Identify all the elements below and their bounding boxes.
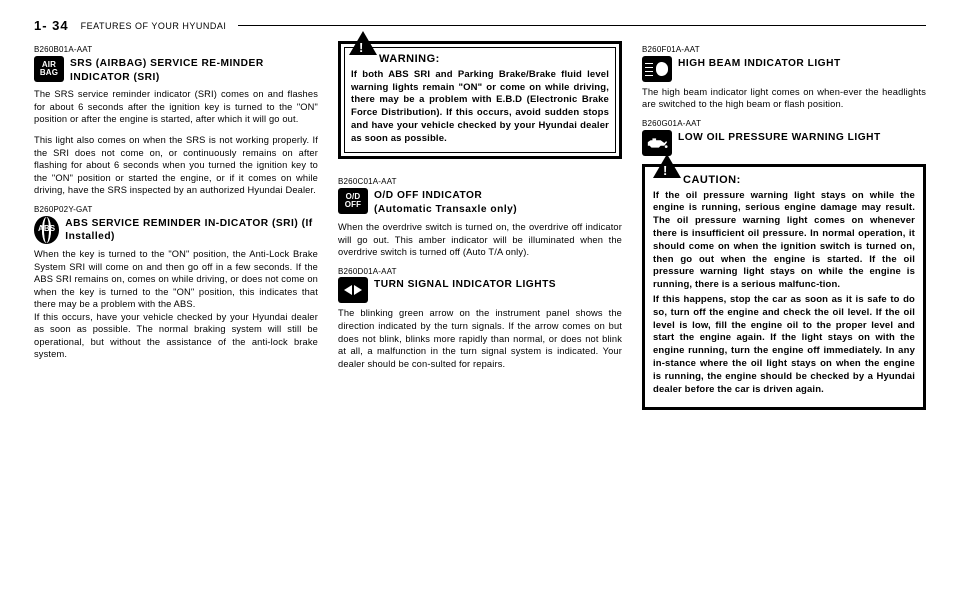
heading-text: TURN SIGNAL INDICATOR LIGHTS <box>374 277 556 292</box>
heading-abs: ABS ABS SERVICE REMINDER IN-DICATOR (SRI… <box>34 216 318 245</box>
caution-body: If the oil pressure warning light stays … <box>653 190 915 293</box>
content-columns: B260B01A-AAT AIR BAG SRS (AIRBAG) SERVIC… <box>34 39 926 410</box>
heading-text: ABS SERVICE REMINDER IN-DICATOR (SRI) (I… <box>65 216 318 245</box>
icon-text: ABS <box>38 224 55 235</box>
caution-content: CAUTION: If the oil pressure warning lig… <box>645 167 923 407</box>
body-text: The high beam indicator light comes on w… <box>642 86 926 111</box>
od-off-icon: O/D OFF <box>338 188 368 214</box>
heading-highbeam: HIGH BEAM INDICATOR LIGHT <box>642 56 926 82</box>
body-text: The blinking green arrow on the instrume… <box>338 307 622 370</box>
arrow-right-icon <box>354 285 362 295</box>
heading-oil: LOW OIL PRESSURE WARNING LIGHT <box>642 130 926 156</box>
column-1: B260B01A-AAT AIR BAG SRS (AIRBAG) SERVIC… <box>34 39 318 410</box>
ref-code: B260F01A-AAT <box>642 45 926 56</box>
heading-text: HIGH BEAM INDICATOR LIGHT <box>678 56 841 71</box>
body-text: This light also comes on when the SRS is… <box>34 134 318 197</box>
heading-text: SRS (AIRBAG) SERVICE RE-MINDER INDICATOR… <box>70 56 318 85</box>
airbag-icon: AIR BAG <box>34 56 64 82</box>
warning-triangle-icon <box>349 31 377 55</box>
ref-code: B260B01A-AAT <box>34 45 318 56</box>
body-text: The SRS service reminder indicator (SRI)… <box>34 88 318 126</box>
header-rule <box>238 25 926 26</box>
caution-title: CAUTION: <box>683 173 915 188</box>
section-title: FEATURES OF YOUR HYUNDAI <box>81 21 227 31</box>
column-3: B260F01A-AAT HIGH BEAM INDICATOR LIGHT T… <box>642 39 926 410</box>
body-text: If this occurs, have your vehicle checke… <box>34 311 318 361</box>
oil-pressure-icon <box>642 130 672 156</box>
page-number: 1- 34 <box>34 18 69 33</box>
caution-triangle-icon <box>653 154 681 178</box>
warning-title: WARNING: <box>379 52 609 67</box>
page-header: 1- 34 FEATURES OF YOUR HYUNDAI <box>34 18 926 33</box>
arrow-left-icon <box>344 285 352 295</box>
abs-icon: ABS <box>34 216 59 244</box>
turn-signal-icon <box>338 277 368 303</box>
body-text: When the key is turned to the "ON" posit… <box>34 248 318 311</box>
heading-text: LOW OIL PRESSURE WARNING LIGHT <box>678 130 881 145</box>
caution-body: If this happens, stop the car as soon as… <box>653 294 915 397</box>
heading-text: O/D OFF INDICATOR <box>374 188 517 203</box>
heading-srs: AIR BAG SRS (AIRBAG) SERVICE RE-MINDER I… <box>34 56 318 85</box>
ref-code: B260G01A-AAT <box>642 119 926 130</box>
icon-text: OFF <box>345 201 361 209</box>
warning-box: WARNING: If both ABS SRI and Parking Bra… <box>338 41 622 159</box>
ref-code: B260C01A-AAT <box>338 177 622 188</box>
column-2: WARNING: If both ABS SRI and Parking Bra… <box>338 39 622 410</box>
heading-turn: TURN SIGNAL INDICATOR LIGHTS <box>338 277 622 303</box>
body-text: When the overdrive switch is turned on, … <box>338 221 622 259</box>
heading-subtext: (Automatic Transaxle only) <box>374 202 517 217</box>
ref-code: B260P02Y-GAT <box>34 205 318 216</box>
warning-content: WARNING: If both ABS SRI and Parking Bra… <box>344 47 616 153</box>
icon-text: BAG <box>40 69 58 77</box>
high-beam-icon <box>642 56 672 82</box>
caution-box: CAUTION: If the oil pressure warning lig… <box>642 164 926 410</box>
heading-text-group: O/D OFF INDICATOR (Automatic Transaxle o… <box>374 188 517 218</box>
manual-page: 1- 34 FEATURES OF YOUR HYUNDAI B260B01A-… <box>0 0 960 420</box>
ref-code: B260D01A-AAT <box>338 267 622 278</box>
warning-body: If both ABS SRI and Parking Brake/Brake … <box>351 69 609 146</box>
heading-od: O/D OFF O/D OFF INDICATOR (Automatic Tra… <box>338 188 622 218</box>
